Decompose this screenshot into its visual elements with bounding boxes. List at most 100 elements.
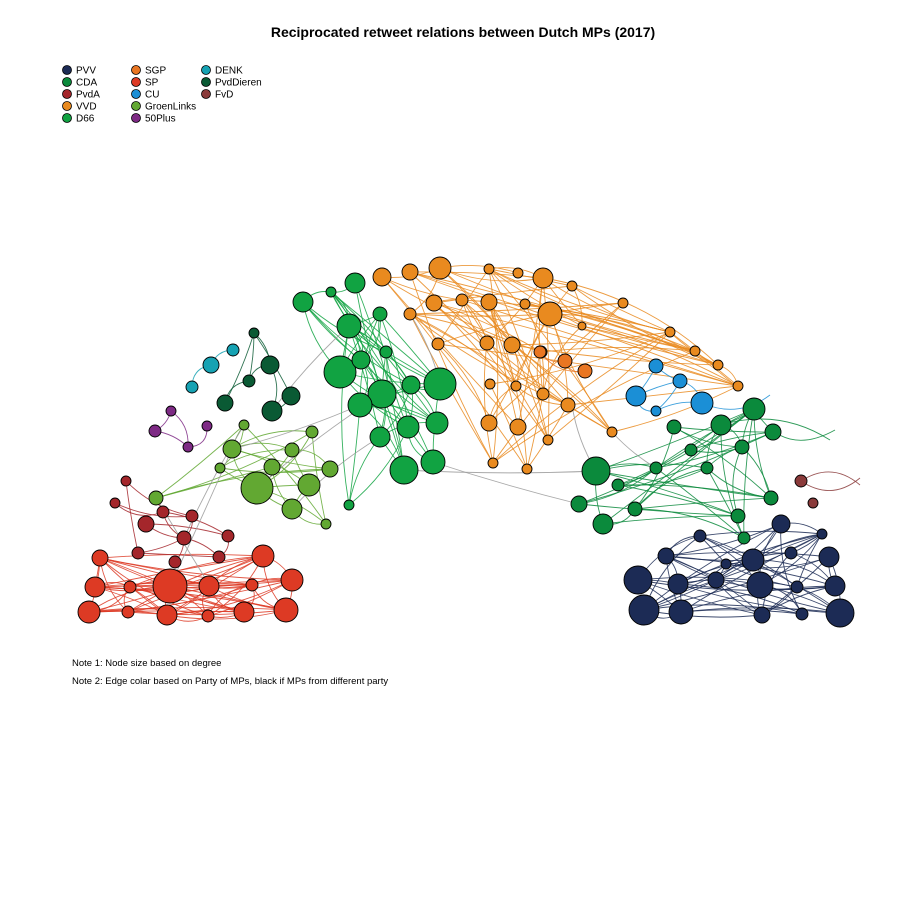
edge bbox=[549, 313, 613, 433]
node-sgp bbox=[533, 345, 547, 359]
node-pvddieren bbox=[281, 386, 301, 406]
edge bbox=[634, 467, 708, 510]
node-sp bbox=[156, 604, 178, 626]
legend-item-50plus: 50Plus bbox=[131, 113, 176, 125]
node-cu bbox=[648, 358, 664, 374]
node-pvv bbox=[657, 547, 675, 565]
legend-swatch bbox=[201, 89, 211, 99]
edge bbox=[432, 461, 580, 505]
node-cda bbox=[734, 439, 750, 455]
edge bbox=[655, 467, 745, 539]
legend-label: CDA bbox=[76, 78, 97, 89]
edge bbox=[409, 313, 551, 317]
node-cda bbox=[581, 456, 611, 486]
legend-item-pvv: PVV bbox=[62, 65, 96, 77]
edge bbox=[360, 359, 434, 463]
edge bbox=[409, 302, 624, 315]
node-pvddieren bbox=[261, 400, 283, 422]
edge bbox=[743, 408, 755, 539]
edge bbox=[409, 313, 513, 346]
node-sp bbox=[123, 580, 137, 594]
edge bbox=[488, 313, 551, 424]
node-groenlinks bbox=[263, 458, 281, 476]
legend-swatch bbox=[62, 101, 72, 111]
node-pvv bbox=[795, 607, 809, 621]
edge bbox=[243, 424, 327, 525]
node-sp bbox=[280, 568, 304, 592]
legend-item-denk: DENK bbox=[201, 65, 243, 77]
node-sp bbox=[245, 578, 259, 592]
legend-label: VVD bbox=[76, 102, 97, 113]
edge bbox=[655, 408, 755, 469]
node-denk bbox=[185, 380, 199, 394]
node-cda bbox=[684, 443, 698, 457]
node-fvd bbox=[794, 474, 808, 488]
node-pvv bbox=[667, 573, 689, 595]
edge bbox=[341, 325, 350, 506]
node-vvd bbox=[455, 293, 469, 307]
node-cda bbox=[700, 461, 714, 475]
node-d66 bbox=[336, 313, 362, 339]
node-cda bbox=[764, 423, 782, 441]
edge bbox=[540, 347, 696, 353]
node-vvd bbox=[483, 263, 495, 275]
legend-item-d66: D66 bbox=[62, 113, 95, 125]
legend-swatch bbox=[62, 65, 72, 75]
legend-swatch bbox=[131, 89, 141, 99]
node-vvd bbox=[542, 434, 554, 446]
node-sp bbox=[201, 609, 215, 623]
legend-label: D66 bbox=[76, 114, 95, 125]
edge bbox=[780, 523, 803, 615]
node-sp bbox=[91, 549, 109, 567]
edge bbox=[183, 424, 245, 539]
edge bbox=[409, 271, 719, 366]
edge bbox=[547, 331, 671, 441]
node-pvddieren bbox=[248, 327, 260, 339]
edge bbox=[155, 431, 313, 499]
node-d66 bbox=[367, 379, 397, 409]
legend-item-sgp: SGP bbox=[131, 65, 166, 77]
edge bbox=[488, 302, 624, 424]
node-pvv bbox=[825, 598, 855, 628]
node-pvda bbox=[156, 505, 170, 519]
legend-label: PvdA bbox=[76, 90, 100, 101]
node-pvv bbox=[816, 528, 828, 540]
node-pvda bbox=[221, 529, 235, 543]
edge bbox=[571, 285, 671, 333]
node-d66 bbox=[372, 306, 388, 322]
edge bbox=[461, 299, 739, 387]
edge bbox=[595, 470, 772, 499]
node-pvv bbox=[771, 514, 791, 534]
edge bbox=[617, 467, 708, 486]
node-d66 bbox=[347, 392, 373, 418]
edge bbox=[302, 301, 412, 386]
edge bbox=[483, 342, 494, 464]
node-vvd bbox=[509, 418, 527, 436]
legend-swatch bbox=[62, 89, 72, 99]
node-vvd bbox=[480, 414, 498, 432]
edge bbox=[409, 271, 739, 387]
node-pvddieren bbox=[260, 355, 280, 375]
legend-swatch bbox=[131, 77, 141, 87]
edge bbox=[720, 424, 745, 539]
node-vvd bbox=[566, 280, 578, 292]
edge bbox=[488, 268, 583, 327]
node-vvd bbox=[519, 298, 531, 310]
edge bbox=[611, 385, 739, 433]
node-d66 bbox=[292, 291, 314, 313]
node-pvv bbox=[790, 580, 804, 594]
node-pvddieren bbox=[216, 394, 234, 412]
node-groenlinks bbox=[238, 419, 250, 431]
node-groenlinks bbox=[148, 490, 164, 506]
node-pvddieren bbox=[242, 374, 256, 388]
node-pvda bbox=[137, 515, 155, 533]
node-vvd bbox=[712, 359, 724, 371]
edge bbox=[231, 448, 331, 470]
edge bbox=[542, 325, 583, 395]
node-vvd bbox=[617, 297, 629, 309]
node-sgp bbox=[557, 353, 573, 369]
edge bbox=[433, 302, 542, 353]
edge bbox=[492, 302, 624, 464]
node-vvd bbox=[577, 321, 587, 331]
edge bbox=[617, 424, 722, 486]
